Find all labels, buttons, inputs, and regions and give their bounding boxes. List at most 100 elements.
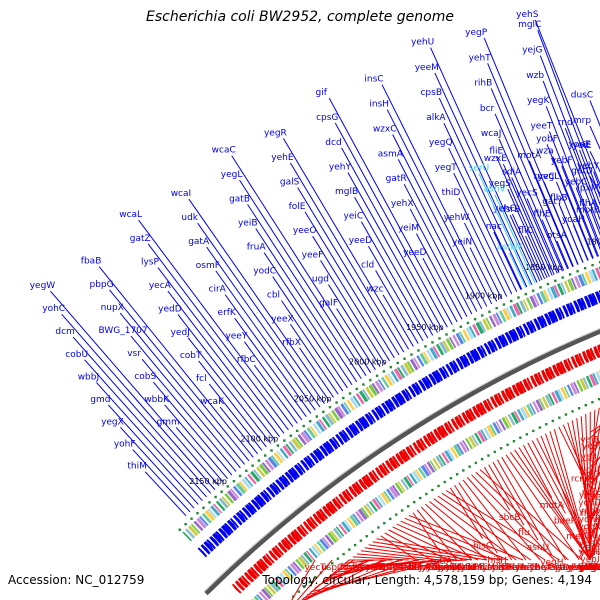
tick-label: 1850 kbp <box>525 263 563 272</box>
reverse-cds-arrow <box>472 405 481 418</box>
reverse-gene-label: fliP <box>465 563 479 573</box>
scale-dot <box>289 434 292 437</box>
forward-gene-label-leader <box>490 88 569 270</box>
reverse-gene-label-leader <box>433 498 517 561</box>
scale-dot <box>406 505 410 508</box>
reverse-gene-label: hisI <box>479 563 495 573</box>
forward-cog-block <box>321 416 331 428</box>
forward-cds-arrow <box>587 293 596 307</box>
reverse-cds-arrow <box>486 398 494 410</box>
forward-cds-arrow <box>351 422 360 434</box>
reverse-gene-label: yecT <box>304 563 326 573</box>
scale-dot <box>571 410 574 413</box>
forward-gene-label-leader <box>206 246 321 408</box>
forward-cog-block <box>492 313 501 326</box>
forward-cog-block <box>458 331 467 343</box>
reverse-cog-block <box>292 561 302 572</box>
forward-gene-label: yeiN <box>452 238 472 248</box>
reverse-gene-label-leader <box>466 477 541 561</box>
forward-gene-label: wcaK <box>200 397 225 407</box>
reverse-cog-block <box>332 527 343 539</box>
reverse-cds-arrow <box>589 347 597 360</box>
forward-gene-label-leader <box>422 257 458 323</box>
forward-gene-label: folE <box>289 202 306 212</box>
forward-gene-label-leader <box>120 426 195 509</box>
forward-cds-arrow <box>414 382 423 394</box>
reverse-cds-arrow <box>237 577 249 589</box>
reverse-gene-label: yegH <box>540 558 563 568</box>
forward-cog-block <box>591 269 599 281</box>
forward-cds-arrow <box>284 471 295 483</box>
reverse-gene-label-leader <box>589 441 600 456</box>
scale-dot <box>517 296 520 299</box>
forward-gene-label-group: thiM yohF yegX gmd wbbJ cobU dcm yohC yegW gmm wbb… <box>30 10 600 517</box>
forward-gene-label-leader <box>367 245 424 342</box>
forward-cog-block <box>509 305 517 318</box>
reverse-cog-block <box>281 569 293 581</box>
reverse-cog-block <box>441 452 450 464</box>
reverse-gene-label: yejL <box>581 453 599 463</box>
forward-gene-label-leader <box>347 172 439 333</box>
forward-cds-arrow <box>322 442 333 455</box>
forward-gene-label-leader <box>107 404 199 505</box>
reverse-cds-arrow <box>415 439 426 452</box>
forward-cog-block <box>393 368 403 381</box>
reverse-gene-label: fliS <box>425 563 439 573</box>
forward-cog-block <box>387 372 396 385</box>
reverse-cog-block <box>369 500 378 512</box>
forward-gene-label: yeeT <box>530 122 552 132</box>
forward-gene-label-leader <box>289 162 405 353</box>
forward-cds-arrow <box>303 456 314 469</box>
forward-cds-arrow <box>335 433 345 446</box>
forward-cog-block <box>365 386 375 399</box>
reverse-gene-label: yeiH <box>580 548 600 558</box>
forward-cds-arrow <box>357 417 368 430</box>
forward-cog-block <box>282 445 293 457</box>
reverse-cog-block <box>355 510 365 523</box>
reverse-cog-block <box>523 405 531 418</box>
scale-dot <box>546 282 550 286</box>
reverse-cds-arrow <box>262 555 273 567</box>
reverse-cds-arrow <box>378 464 388 476</box>
forward-cds-arrow <box>583 295 592 308</box>
reverse-cog-block <box>253 595 260 600</box>
forward-gene-label: wzc <box>366 285 383 295</box>
forward-cds-arrow <box>287 468 298 481</box>
forward-cog-block <box>207 508 218 519</box>
reverse-cds-arrow <box>519 380 527 393</box>
forward-cog-block <box>227 490 238 502</box>
forward-cog-block <box>250 470 261 483</box>
reverse-gene-label: yegD <box>567 563 591 573</box>
forward-extra-gene-label: sdiA <box>502 167 522 177</box>
reverse-gene-label: yeeS <box>515 563 537 573</box>
forward-cds-arrow <box>452 360 460 372</box>
reverse-cds-arrow <box>493 393 503 406</box>
reverse-cog-block <box>311 545 321 557</box>
reverse-gene-label: rtn <box>584 492 597 502</box>
forward-extra-gene-label: motB <box>576 206 600 216</box>
forward-cds-arrow <box>200 544 211 555</box>
forward-gene-label-leader <box>336 308 376 370</box>
forward-gene-label-leader <box>119 312 246 465</box>
forward-gene-label-leader <box>167 290 280 437</box>
reverse-cds-arrow <box>447 420 456 433</box>
forward-extra-gene-label: flhA <box>579 199 597 209</box>
forward-cds-arrow <box>565 303 574 316</box>
reverse-cog-block <box>261 588 272 600</box>
reverse-cog-block <box>274 576 285 588</box>
forward-cds-arrow <box>374 406 384 419</box>
reverse-cds-arrow <box>358 478 368 491</box>
reverse-cds-arrow <box>468 408 477 420</box>
forward-gene-label-leader <box>239 179 367 376</box>
forward-cog-block <box>574 276 582 289</box>
forward-gene-label: wbbJ <box>78 372 99 382</box>
forward-cds-arrow <box>391 396 400 408</box>
scale-dot <box>382 370 386 373</box>
reverse-cds-arrow <box>412 441 422 454</box>
reverse-cog-block <box>541 396 550 409</box>
forward-cds-arrow <box>209 535 220 547</box>
reverse-gene-label: yehL <box>579 563 600 573</box>
forward-cds-arrow <box>259 491 270 503</box>
scale-dot <box>359 539 363 542</box>
forward-gene-label: mglC <box>518 20 541 30</box>
